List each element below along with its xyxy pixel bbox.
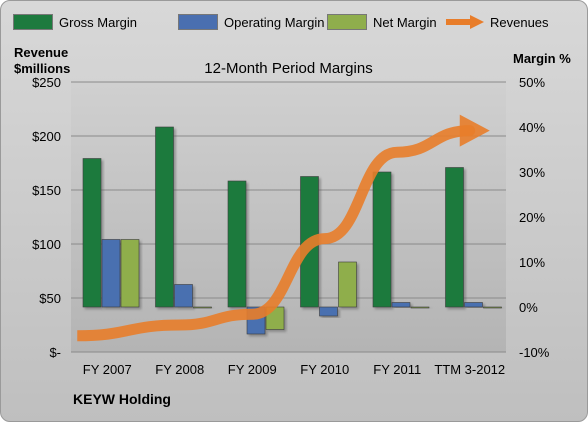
left-tick-label: $100 <box>32 237 61 252</box>
legend-label: Gross Margin <box>59 14 138 30</box>
plot-area <box>71 82 506 352</box>
right-tick-label: 20% <box>519 210 545 225</box>
legend-label: Revenues <box>490 14 549 30</box>
bar-gross-margin <box>227 180 247 308</box>
x-tick-label: FY 2010 <box>300 362 349 377</box>
right-tick-label: 30% <box>519 165 545 180</box>
left-tick-label: $50 <box>39 291 61 306</box>
right-axis-title: Margin % <box>513 51 571 66</box>
legend-item: Gross Margin <box>13 13 137 31</box>
bar-net-margin <box>483 306 502 309</box>
legend-item: Operating Margin <box>178 13 324 31</box>
right-tick-label: 0% <box>519 300 538 315</box>
right-tick-label: -10% <box>519 345 550 360</box>
bar-net-margin <box>410 306 430 309</box>
bar-gross-margin <box>372 171 392 308</box>
legend-swatch <box>13 14 53 30</box>
bar-net-margin <box>193 306 212 309</box>
bar-gross-margin <box>82 158 102 308</box>
left-axis-title-line1: Revenue <box>14 45 69 60</box>
bar-operating-margin <box>319 306 338 317</box>
right-tick-label: 40% <box>519 120 545 135</box>
legend-label: Net Margin <box>373 14 437 30</box>
bar-operating-margin <box>391 302 411 308</box>
left-tick-label: $150 <box>32 183 61 198</box>
bar-operating-margin <box>101 239 121 308</box>
right-tick-label: 10% <box>519 255 545 270</box>
bar-net-margin <box>338 261 357 308</box>
x-tick-label: FY 2011 <box>373 362 421 377</box>
right-tick-label: 50% <box>519 75 545 90</box>
left-tick-label: $250 <box>32 75 61 90</box>
footer-label: KEYW Holding <box>73 391 171 407</box>
bar-operating-margin <box>174 284 193 308</box>
legend-label: Operating Margin <box>224 14 325 30</box>
x-tick-label: FY 2008 <box>155 362 204 377</box>
x-tick-label: TTM 3-2012 <box>434 362 505 377</box>
left-axis-title-line2: $millions <box>14 61 71 76</box>
bar-operating-margin <box>464 302 483 308</box>
left-tick-label: $- <box>49 345 61 360</box>
bar-gross-margin <box>445 167 464 308</box>
legend-item: Net Margin <box>327 13 437 31</box>
revenue-arrowhead <box>459 114 490 147</box>
legend-item: Revenues <box>446 13 549 31</box>
revenue-line <box>77 125 476 342</box>
chart-title: 12-Month Period Margins <box>204 60 372 77</box>
left-tick-label: $200 <box>32 129 61 144</box>
x-tick-label: FY 2007 <box>83 362 132 377</box>
bar-gross-margin <box>155 126 174 308</box>
x-tick-label: FY 2009 <box>228 362 277 377</box>
legend-swatch <box>446 15 484 29</box>
legend-swatch <box>327 14 367 30</box>
bar-net-margin <box>120 239 140 308</box>
legend-swatch <box>178 14 218 30</box>
